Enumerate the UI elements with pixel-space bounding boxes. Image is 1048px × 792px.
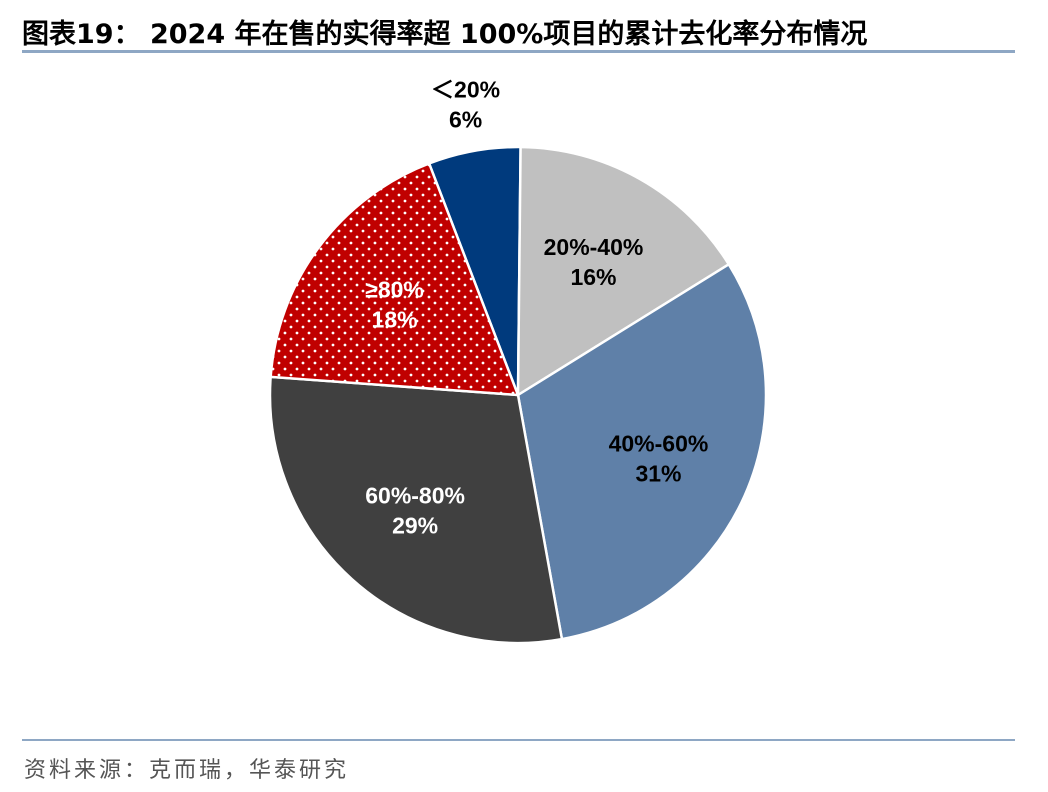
slice-value-20-40: 16% <box>570 264 616 290</box>
slice-label-60-80: 60%-80% <box>365 482 465 508</box>
pie-slice-40-60 <box>516 262 768 641</box>
slice-value-20: 6% <box>449 107 482 133</box>
pie-slice-60-80 <box>268 375 564 645</box>
slice-label-20: ＜20% <box>431 77 500 103</box>
slice-value-60-80: 29% <box>392 512 438 538</box>
pie-slice-20-40 <box>516 145 731 398</box>
slice-label-20-40: 20%-40% <box>544 234 644 260</box>
pie-slice-80 <box>269 161 520 397</box>
page-title: 图表19： 2024 年在售的实得率超 100%项目的累计去化率分布情况 <box>22 19 868 50</box>
slice-label-80: ≥80% <box>365 276 424 302</box>
title-divider <box>22 50 1015 53</box>
slice-value-40-60: 31% <box>635 461 681 487</box>
footer-divider <box>22 739 1015 741</box>
source-note: 资料来源：克而瑞，华泰研究 <box>24 758 350 783</box>
slice-label-40-60: 40%-60% <box>609 431 709 457</box>
slice-value-80: 18% <box>372 306 418 332</box>
